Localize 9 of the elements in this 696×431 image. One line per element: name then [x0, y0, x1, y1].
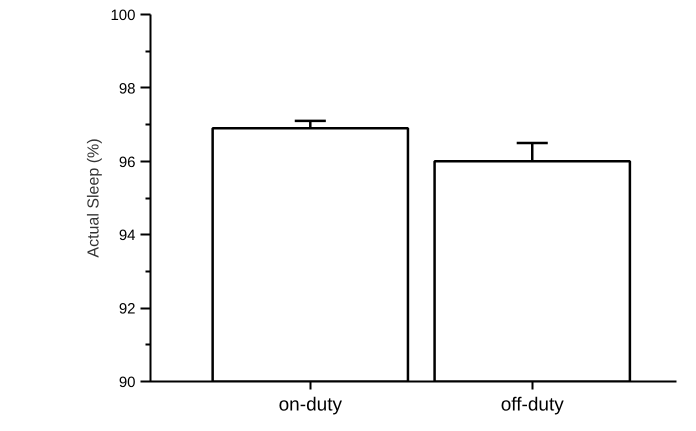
y-tick-label: 100 — [110, 7, 136, 24]
y-tick-label: 92 — [118, 300, 136, 318]
y-tick-label: 94 — [118, 227, 136, 244]
y-axis-title: Actual Sleep (%) — [85, 138, 102, 258]
y-tick-label: 98 — [118, 80, 136, 98]
x-tick-label: off-duty — [500, 394, 564, 416]
y-tick-label: 90 — [118, 374, 136, 391]
x-tick-label: on-duty — [278, 394, 342, 416]
y-tick-label: 96 — [118, 154, 136, 171]
